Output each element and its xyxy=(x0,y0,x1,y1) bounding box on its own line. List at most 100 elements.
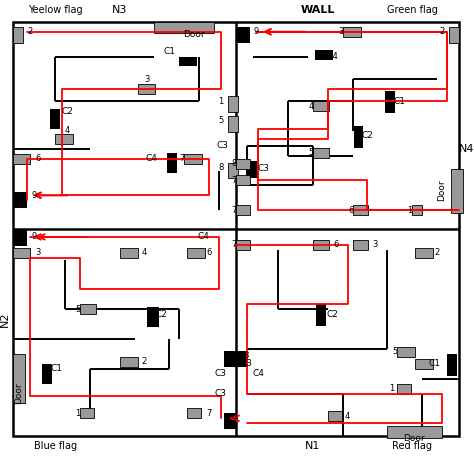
Bar xyxy=(187,409,201,418)
Bar xyxy=(167,153,177,173)
Bar xyxy=(234,351,247,367)
Bar xyxy=(415,248,433,258)
Bar xyxy=(354,126,364,148)
Bar xyxy=(13,248,30,258)
Bar xyxy=(80,304,96,314)
Text: C2: C2 xyxy=(155,310,167,319)
Bar xyxy=(343,27,361,37)
Text: 3: 3 xyxy=(145,75,150,84)
Text: 8: 8 xyxy=(244,351,249,360)
Bar xyxy=(397,384,411,393)
Text: Door: Door xyxy=(183,30,205,39)
Bar xyxy=(13,27,23,43)
Text: 3: 3 xyxy=(373,240,378,249)
Text: 2: 2 xyxy=(28,27,33,36)
Text: C3: C3 xyxy=(257,164,269,173)
Bar xyxy=(353,205,368,215)
Text: 3: 3 xyxy=(338,27,343,36)
Text: 1: 1 xyxy=(390,384,395,393)
Text: C2: C2 xyxy=(327,310,339,319)
Text: 7: 7 xyxy=(231,240,237,249)
Text: Yeelow flag: Yeelow flag xyxy=(28,5,82,15)
Bar xyxy=(313,148,329,158)
Bar xyxy=(147,307,159,327)
Text: Blue flag: Blue flag xyxy=(34,441,77,451)
Text: 2: 2 xyxy=(439,27,445,36)
Bar xyxy=(228,163,237,179)
Text: 9: 9 xyxy=(231,414,236,423)
Bar xyxy=(228,116,237,132)
Bar xyxy=(179,56,197,66)
Bar xyxy=(228,96,237,112)
Bar xyxy=(224,351,237,367)
Text: 5: 5 xyxy=(392,348,398,356)
Text: Red flag: Red flag xyxy=(392,441,432,451)
Text: 6: 6 xyxy=(348,206,353,215)
Bar xyxy=(13,192,27,208)
Text: C2: C2 xyxy=(362,131,374,140)
Bar xyxy=(451,169,463,213)
Bar xyxy=(313,240,329,250)
Text: C2: C2 xyxy=(61,107,73,115)
Bar xyxy=(246,161,258,179)
Text: C4: C4 xyxy=(198,232,210,241)
Text: C3: C3 xyxy=(217,141,229,150)
Text: 2: 2 xyxy=(434,248,439,257)
Text: C3: C3 xyxy=(215,369,227,378)
Bar xyxy=(236,175,249,185)
Text: 7: 7 xyxy=(231,176,237,185)
Text: Door: Door xyxy=(14,383,23,404)
Text: 2: 2 xyxy=(142,357,147,366)
Bar xyxy=(316,304,326,326)
Text: N2: N2 xyxy=(0,311,9,327)
Bar xyxy=(119,357,137,367)
Bar xyxy=(13,230,27,246)
Bar xyxy=(55,134,73,144)
Text: 7: 7 xyxy=(180,154,185,163)
Text: N4: N4 xyxy=(459,144,474,154)
Bar xyxy=(449,27,459,43)
Text: C4: C4 xyxy=(327,52,339,61)
Bar xyxy=(13,354,25,403)
Text: Door: Door xyxy=(438,180,447,201)
Bar xyxy=(236,240,249,250)
Bar xyxy=(397,347,415,357)
Text: 5: 5 xyxy=(218,116,223,125)
Text: 5: 5 xyxy=(308,148,314,157)
Text: 9: 9 xyxy=(32,191,37,200)
Bar xyxy=(315,49,333,60)
Bar xyxy=(313,101,329,111)
Text: 8: 8 xyxy=(231,351,237,360)
Text: 8: 8 xyxy=(231,159,237,168)
Text: 5: 5 xyxy=(75,305,81,314)
Text: 4: 4 xyxy=(345,412,350,421)
Bar xyxy=(187,248,205,258)
Text: N3: N3 xyxy=(112,5,128,15)
Bar xyxy=(50,109,60,129)
Bar xyxy=(236,27,249,43)
Text: N1: N1 xyxy=(305,441,320,451)
Text: 4: 4 xyxy=(142,248,147,257)
Bar xyxy=(137,84,155,94)
Text: 4: 4 xyxy=(64,126,70,136)
Text: 6: 6 xyxy=(206,248,211,257)
Text: 3: 3 xyxy=(36,248,41,257)
Bar xyxy=(119,248,137,258)
Text: C1: C1 xyxy=(163,47,175,56)
Bar xyxy=(328,411,342,421)
Text: C1: C1 xyxy=(393,97,405,106)
Bar xyxy=(236,158,249,169)
Bar xyxy=(236,205,249,215)
Bar xyxy=(412,205,422,215)
Text: 7: 7 xyxy=(206,409,211,418)
Text: 1: 1 xyxy=(408,206,413,215)
Text: 9: 9 xyxy=(32,232,37,241)
Text: C4: C4 xyxy=(146,154,157,163)
Text: 7: 7 xyxy=(231,206,237,215)
Bar xyxy=(80,409,94,418)
Bar xyxy=(155,22,214,33)
Text: 1: 1 xyxy=(75,409,81,418)
Text: C1: C1 xyxy=(50,364,62,373)
Text: 4: 4 xyxy=(308,102,314,110)
Text: C4: C4 xyxy=(253,369,264,378)
